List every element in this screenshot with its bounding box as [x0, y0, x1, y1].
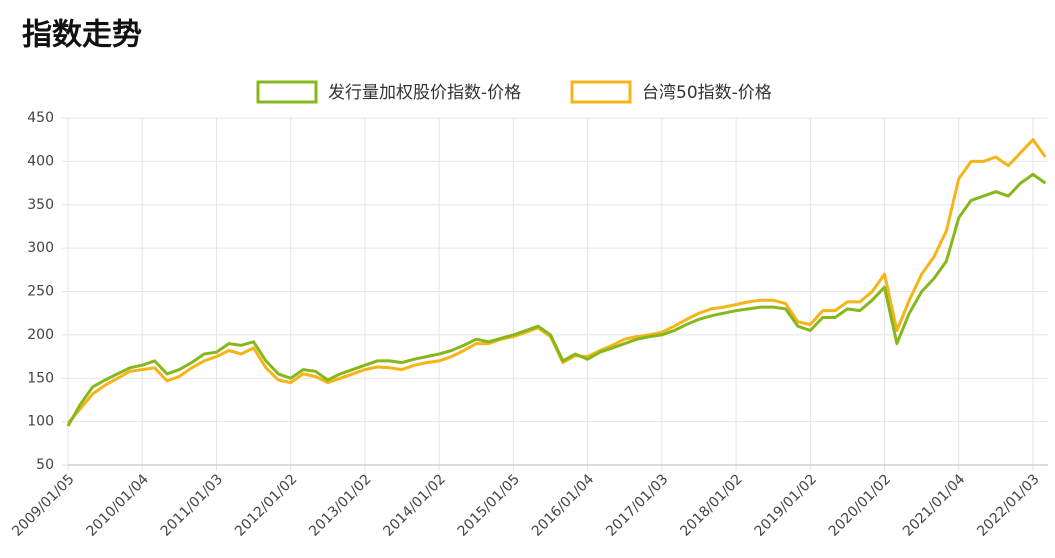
- y-tick-label: 150: [27, 370, 54, 386]
- x-tick-label: 2018/01/02: [677, 471, 745, 539]
- x-tick-label: 2017/01/03: [603, 471, 671, 539]
- y-tick-label: 300: [27, 240, 54, 256]
- x-tick-label: 2009/01/05: [9, 471, 77, 539]
- x-tick-label: 2015/01/05: [455, 471, 523, 539]
- x-tick-label: 2011/01/03: [158, 471, 226, 539]
- legend-label: 发行量加权股价指数-价格: [328, 83, 521, 103]
- y-tick-label: 400: [27, 153, 54, 169]
- x-tick-label: 2021/01/04: [900, 471, 968, 539]
- x-tick-label: 2022/01/03: [974, 471, 1042, 539]
- x-tick-label: 2010/01/04: [84, 471, 152, 539]
- y-tick-label: 450: [27, 110, 54, 126]
- y-tick-label: 50: [36, 457, 54, 473]
- y-tick-label: 100: [27, 414, 54, 430]
- legend-label: 台湾50指数-价格: [642, 83, 772, 103]
- x-tick-label: 2013/01/02: [306, 471, 374, 539]
- x-tick-label: 2012/01/02: [232, 471, 300, 539]
- x-tick-label: 2019/01/02: [752, 471, 820, 539]
- x-tick-label: 2014/01/02: [380, 471, 448, 539]
- y-tick-label: 350: [27, 197, 54, 213]
- x-tick-label: 2020/01/02: [826, 471, 894, 539]
- y-tick-label: 200: [27, 327, 54, 343]
- y-tick-label: 250: [27, 284, 54, 300]
- chart-title: 指数走势: [22, 18, 142, 53]
- series-line: [66, 172, 1047, 427]
- x-tick-label: 2016/01/04: [529, 471, 597, 539]
- legend-swatch: [256, 80, 318, 104]
- series-line: [66, 138, 1047, 425]
- legend-swatch: [570, 80, 632, 104]
